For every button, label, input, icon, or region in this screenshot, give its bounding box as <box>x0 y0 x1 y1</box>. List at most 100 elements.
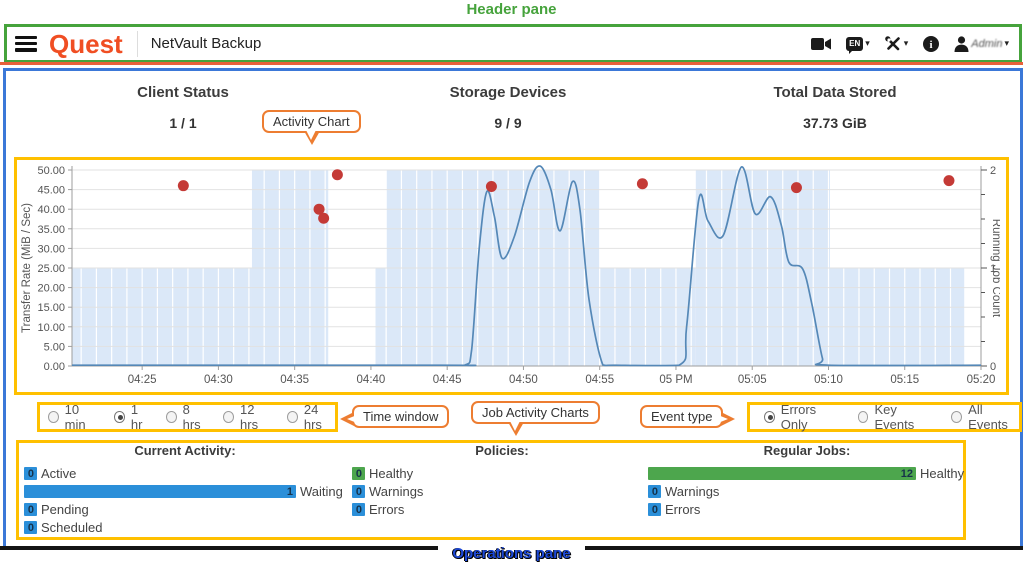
video-camera-icon[interactable] <box>811 37 832 51</box>
svg-text:05 PM: 05 PM <box>659 374 692 386</box>
chevron-down-icon: ▾ <box>865 38 870 48</box>
job-bar-waiting: 1 Waiting <box>24 484 346 499</box>
annotation-header-pane: Header pane <box>466 1 557 18</box>
header-toolbar: EN ▾ ▾ i Admin ▾ <box>811 35 1019 54</box>
radio-icon[interactable] <box>951 411 963 423</box>
radio-time-10-min[interactable]: 10 min <box>48 402 98 432</box>
stat-value: 37.73 GiB <box>803 115 867 131</box>
stat-label: Storage Devices <box>449 84 567 101</box>
quest-logo[interactable]: Quest <box>49 28 123 59</box>
stat-label: Client Status <box>137 84 229 101</box>
svg-text:04:45: 04:45 <box>433 374 462 386</box>
radio-events-errors-only[interactable]: Errors Only <box>764 402 839 432</box>
language-icon: EN <box>846 36 864 54</box>
job-bar-errors: 0 Errors <box>648 502 966 517</box>
stat-value: 1 / 1 <box>169 115 197 131</box>
svg-text:05:05: 05:05 <box>738 374 767 386</box>
info-icon[interactable]: i <box>923 35 940 52</box>
radio-icon[interactable] <box>166 411 177 423</box>
annotation-time-window: Time window <box>339 405 450 428</box>
stat-total-data-stored: Total Data Stored 37.73 GiB <box>725 84 945 131</box>
radio-time-1-hr[interactable]: 1 hr <box>114 402 150 432</box>
radio-label: Key Events <box>874 402 915 432</box>
job-bar-value: 0 <box>648 485 661 498</box>
job-bar-value: 0 <box>352 485 365 498</box>
job-bar-active: 0 Active <box>24 466 346 481</box>
svg-text:04:35: 04:35 <box>280 374 309 386</box>
radio-events-all-events[interactable]: All Events <box>951 402 1019 432</box>
job-bar-value: 1 <box>24 485 296 498</box>
job-bar-scheduled: 0 Scheduled <box>24 520 346 535</box>
activity-chart-panel: 0.00 5.00 10.00 15.00 20.00 25.00 30.00 35.00 40… <box>14 157 1009 395</box>
radio-time-8-hrs[interactable]: 8 hrs <box>166 402 207 432</box>
svg-text:05:20: 05:20 <box>967 374 996 386</box>
job-bar-pending: 0 Pending <box>24 502 346 517</box>
job-bar-label: Scheduled <box>41 520 103 535</box>
radio-icon[interactable] <box>764 411 775 423</box>
radio-label: 10 min <box>64 402 86 432</box>
svg-text:04:55: 04:55 <box>585 374 614 386</box>
svg-text:40.00: 40.00 <box>37 204 65 216</box>
stat-storage-devices: Storage Devices 9 / 9 <box>398 84 618 131</box>
job-bar-label: Errors <box>369 502 405 517</box>
job-bar-label: Waiting <box>300 484 343 499</box>
radio-label: 24 hrs <box>303 402 322 432</box>
annotation-event-type: Event type <box>640 405 736 428</box>
svg-text:Transfer Rate (MiB / Sec): Transfer Rate (MiB / Sec) <box>21 203 33 333</box>
job-bar-label: Pending <box>41 502 89 517</box>
stat-value: 9 / 9 <box>494 115 522 131</box>
radio-label: Errors Only <box>780 402 817 432</box>
job-bar-errors: 0 Errors <box>352 502 652 517</box>
job-bar-value: 12 <box>648 467 916 480</box>
svg-text:1: 1 <box>990 263 996 275</box>
radio-label: 1 hr <box>130 402 143 432</box>
radio-icon[interactable] <box>857 411 869 423</box>
tools-icon <box>884 35 900 50</box>
username-label: Admin <box>971 37 1003 50</box>
annotation-activity-chart: Activity Chart <box>262 110 361 145</box>
policies-group: Policies: 0 Healthy 0 Warnings 0 Errors <box>352 443 652 520</box>
svg-text:0.00: 0.00 <box>44 361 65 373</box>
header-divider <box>136 30 138 57</box>
radio-events-key-events[interactable]: Key Events <box>857 402 933 432</box>
job-bar-value: 0 <box>648 503 661 516</box>
annotation-job-activity-charts: Job Activity Charts <box>471 401 600 436</box>
svg-text:25.00: 25.00 <box>37 263 65 275</box>
radio-icon[interactable] <box>114 411 125 423</box>
svg-text:04:50: 04:50 <box>509 374 538 386</box>
activity-chart: 0.00 5.00 10.00 15.00 20.00 25.00 30.00 35.00 40… <box>21 165 1000 386</box>
svg-text:05:15: 05:15 <box>890 374 919 386</box>
job-bar-healthy: 0 Healthy <box>352 466 652 481</box>
job-group-title: Current Activity: <box>134 443 236 458</box>
user-menu[interactable]: Admin ▾ <box>954 35 1009 52</box>
job-bar-warnings: 0 Warnings <box>648 484 966 499</box>
svg-text:0: 0 <box>990 361 996 373</box>
radio-icon[interactable] <box>48 411 59 423</box>
job-bar-label: Errors <box>665 502 701 517</box>
job-bar-warnings: 0 Warnings <box>352 484 652 499</box>
job-bar-label: Warnings <box>369 484 424 499</box>
job-bar-value: 0 <box>352 467 365 480</box>
svg-text:20.00: 20.00 <box>37 283 65 295</box>
radio-time-24-hrs[interactable]: 24 hrs <box>287 402 335 432</box>
stat-label: Total Data Stored <box>773 84 897 101</box>
radio-icon[interactable] <box>287 411 298 423</box>
annotation-operations-pane: Operations pane <box>0 545 1023 563</box>
svg-text:30.00: 30.00 <box>37 243 65 255</box>
radio-icon[interactable] <box>223 411 235 423</box>
chevron-down-icon: ▾ <box>903 38 909 48</box>
event-type-radio-group: Errors Only Key Events All Events <box>747 402 1022 432</box>
job-bar-healthy: 12 Healthy <box>648 466 966 481</box>
svg-text:50.00: 50.00 <box>37 165 65 177</box>
svg-text:04:40: 04:40 <box>357 374 386 386</box>
radio-time-12-hrs[interactable]: 12 hrs <box>223 402 271 432</box>
job-bar-value: 0 <box>24 521 37 534</box>
job-bar-value: 0 <box>24 467 37 480</box>
job-group-title: Policies: <box>475 443 529 458</box>
menu-icon[interactable] <box>15 35 37 52</box>
language-menu[interactable]: EN ▾ <box>846 36 870 54</box>
radio-label: All Events <box>968 402 1008 432</box>
radio-label: 12 hrs <box>240 402 259 432</box>
tools-menu[interactable]: ▾ <box>884 35 909 52</box>
